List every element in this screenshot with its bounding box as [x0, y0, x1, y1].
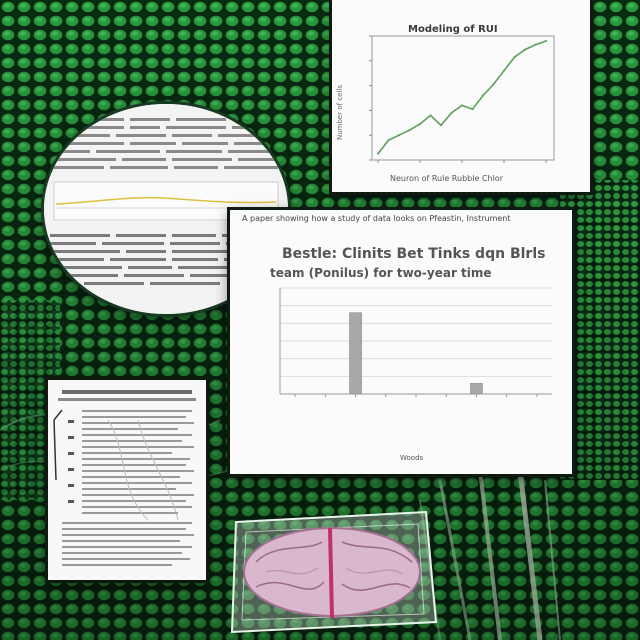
line-chart-point	[534, 43, 537, 46]
line-chart	[369, 35, 555, 163]
line-chart-point	[440, 124, 442, 127]
line-chart-point	[387, 139, 390, 142]
bar-chart-caption: A paper showing how a study of data look…	[242, 214, 511, 223]
line-chart-point	[492, 83, 495, 86]
line-chart-card: Modeling of RUI Number of cells Neuron o…	[332, 0, 590, 192]
line-chart-point	[503, 69, 505, 72]
line-chart-series-line	[377, 40, 547, 155]
line-chart-point	[513, 56, 516, 59]
bar-chart-x-label: Woods	[400, 454, 424, 462]
line-chart-plot-frame	[371, 35, 555, 161]
line-chart-point	[419, 123, 421, 126]
line-chart-x-label: Neuron of Rule Rubble Chlor	[390, 174, 503, 183]
paper-report-icon	[48, 380, 206, 580]
paper-report-graphic	[48, 380, 206, 580]
line-chart-point	[524, 48, 526, 51]
line-chart-point	[471, 108, 474, 111]
bar-chart-bar	[470, 383, 483, 395]
bar-chart-bar	[349, 312, 362, 395]
line-chart-point	[408, 129, 411, 132]
line-chart-point	[377, 152, 379, 155]
line-chart-title: Modeling of RUI	[408, 24, 498, 35]
bar-chart	[279, 287, 552, 397]
bar-chart-subtitle: team (Ponilus) for two-year time	[270, 266, 492, 280]
line-chart-point	[482, 94, 484, 97]
bar-chart-card: A paper showing how a study of data look…	[230, 210, 572, 474]
line-chart-point	[398, 134, 400, 137]
line-chart-point	[545, 39, 547, 42]
line-chart-point	[429, 114, 432, 117]
line-chart-point	[450, 111, 453, 114]
bar-chart-title: Bestle: Clinits Bet Tinks dqn Blrls	[282, 246, 546, 262]
brain-specimen-icon	[230, 510, 438, 634]
line-chart-point	[461, 104, 463, 107]
